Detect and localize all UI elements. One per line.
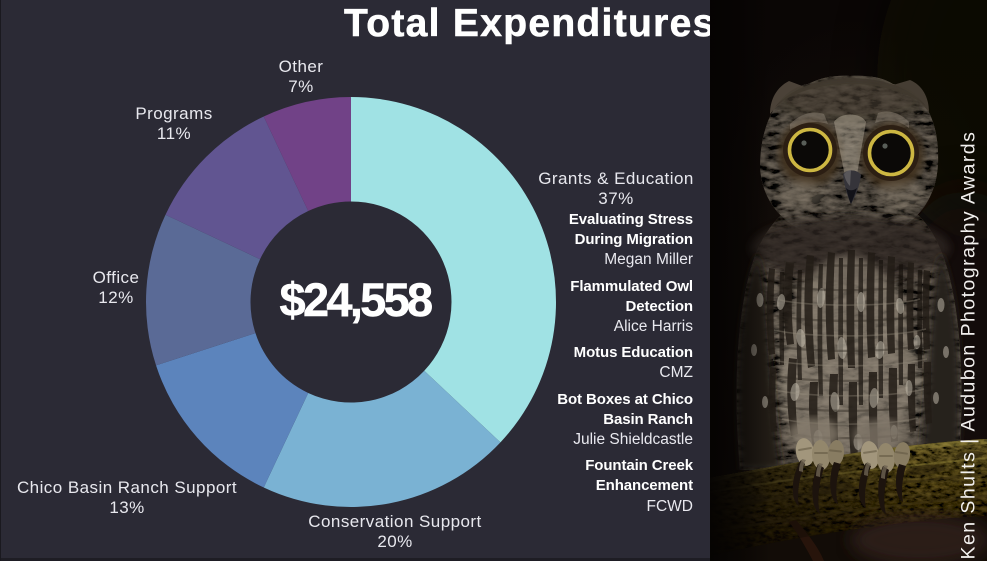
svg-text:Ken Shults | Audubon Photograp: Ken Shults | Audubon Photography Awards	[958, 131, 980, 560]
